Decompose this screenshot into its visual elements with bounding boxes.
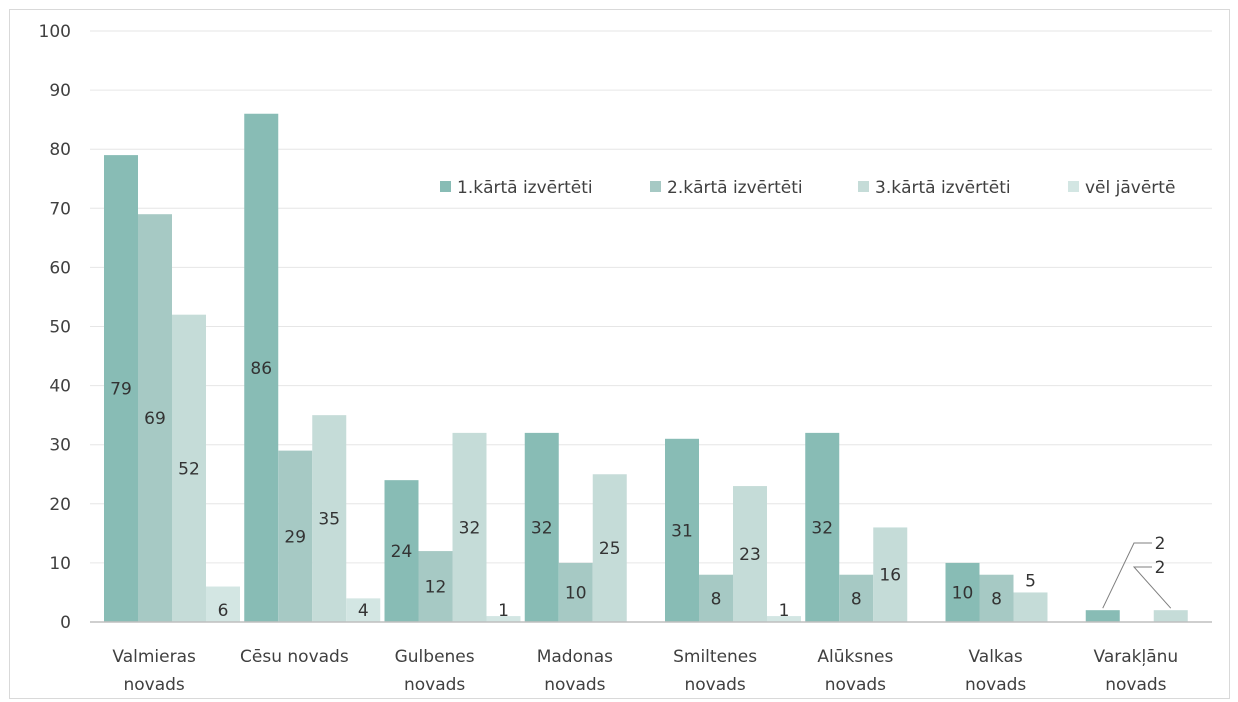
data-label: 10 — [565, 583, 587, 603]
data-label: 12 — [425, 578, 447, 598]
legend-swatch — [440, 181, 451, 192]
data-label: 24 — [391, 542, 413, 562]
data-label: 69 — [144, 409, 166, 429]
y-tick-label: 60 — [49, 258, 71, 278]
bar — [418, 551, 453, 622]
data-label: 8 — [711, 589, 722, 609]
data-label: 8 — [991, 589, 1002, 609]
x-category-label: Valmieras — [112, 647, 196, 667]
legend-label: 3.kārtā izvērtēti — [875, 178, 1011, 198]
data-label: 16 — [879, 566, 901, 586]
data-label: 35 — [318, 510, 340, 530]
bar — [592, 474, 627, 622]
x-category-label: Gulbenes — [395, 647, 475, 667]
bar — [945, 562, 980, 622]
legend-swatch — [1068, 181, 1079, 192]
x-category-label: Smiltenes — [673, 647, 757, 667]
bar — [979, 574, 1014, 622]
y-tick-label: 20 — [49, 495, 71, 515]
bar — [452, 432, 487, 622]
bar — [733, 486, 767, 622]
data-label: 23 — [739, 545, 761, 565]
bar — [873, 527, 908, 622]
x-category-label: Madonas — [537, 647, 613, 667]
data-label: 4 — [358, 601, 369, 621]
x-category-label: Cēsu novads — [240, 647, 349, 667]
x-category-label: Varakļānu — [1094, 647, 1179, 667]
bar — [138, 214, 172, 622]
x-category-label: novads — [684, 675, 745, 695]
x-category-label: novads — [965, 675, 1026, 695]
bar — [244, 113, 279, 623]
data-label-leader-line — [1102, 542, 1152, 609]
y-tick-label: 40 — [49, 377, 71, 397]
data-label: 79 — [110, 380, 132, 400]
y-tick-label: 0 — [60, 613, 71, 633]
y-tick-label: 10 — [49, 554, 71, 574]
y-tick-label: 50 — [49, 318, 71, 338]
y-tick-label: 30 — [49, 436, 71, 456]
x-category-label: Alūksnes — [817, 647, 893, 667]
data-label: 2 — [1155, 534, 1166, 554]
x-category-label: Valkas — [968, 647, 1022, 667]
bar — [1153, 610, 1188, 622]
bar — [1013, 592, 1048, 622]
data-label-leader-line — [1132, 566, 1172, 609]
legend-label: vēl jāvērtē — [1085, 178, 1175, 198]
data-label: 1 — [498, 601, 509, 621]
data-label: 29 — [284, 527, 306, 547]
bar — [558, 562, 593, 622]
bar — [172, 314, 206, 622]
x-category-label: novads — [544, 675, 605, 695]
x-category-label: novads — [825, 675, 886, 695]
data-label: 25 — [599, 539, 621, 559]
data-label: 52 — [178, 459, 200, 479]
bar — [346, 598, 381, 622]
bar — [486, 616, 521, 622]
x-category-label: novads — [123, 675, 184, 695]
bar — [1085, 610, 1120, 622]
y-tick-label: 80 — [49, 140, 71, 160]
legend-label: 1.kārtā izvērtēti — [457, 178, 593, 198]
bar — [384, 480, 419, 622]
bar — [278, 450, 313, 622]
data-label: 32 — [811, 518, 833, 538]
data-label: 6 — [218, 601, 229, 621]
data-label: 86 — [250, 359, 272, 379]
bar — [665, 438, 699, 622]
data-label: 2 — [1155, 558, 1166, 578]
bar — [104, 155, 138, 623]
data-label: 10 — [952, 583, 974, 603]
x-category-label: novads — [1105, 675, 1166, 695]
y-tick-label: 90 — [49, 81, 71, 101]
legend-swatch — [858, 181, 869, 192]
bar — [206, 586, 240, 622]
bar — [312, 415, 347, 622]
bar — [839, 574, 874, 622]
x-category-label: novads — [404, 675, 465, 695]
bar — [805, 432, 840, 622]
data-label: 8 — [851, 589, 862, 609]
bar — [699, 574, 733, 622]
data-label: 31 — [671, 521, 693, 541]
bar — [524, 432, 559, 622]
legend-swatch — [650, 181, 661, 192]
y-tick-label: 100 — [39, 22, 71, 42]
data-label: 32 — [459, 518, 481, 538]
data-label: 32 — [531, 518, 553, 538]
data-label: 5 — [1025, 571, 1036, 591]
y-tick-label: 70 — [49, 199, 71, 219]
legend-label: 2.kārtā izvērtēti — [667, 178, 803, 198]
bar — [767, 616, 801, 622]
data-label: 1 — [779, 601, 790, 621]
